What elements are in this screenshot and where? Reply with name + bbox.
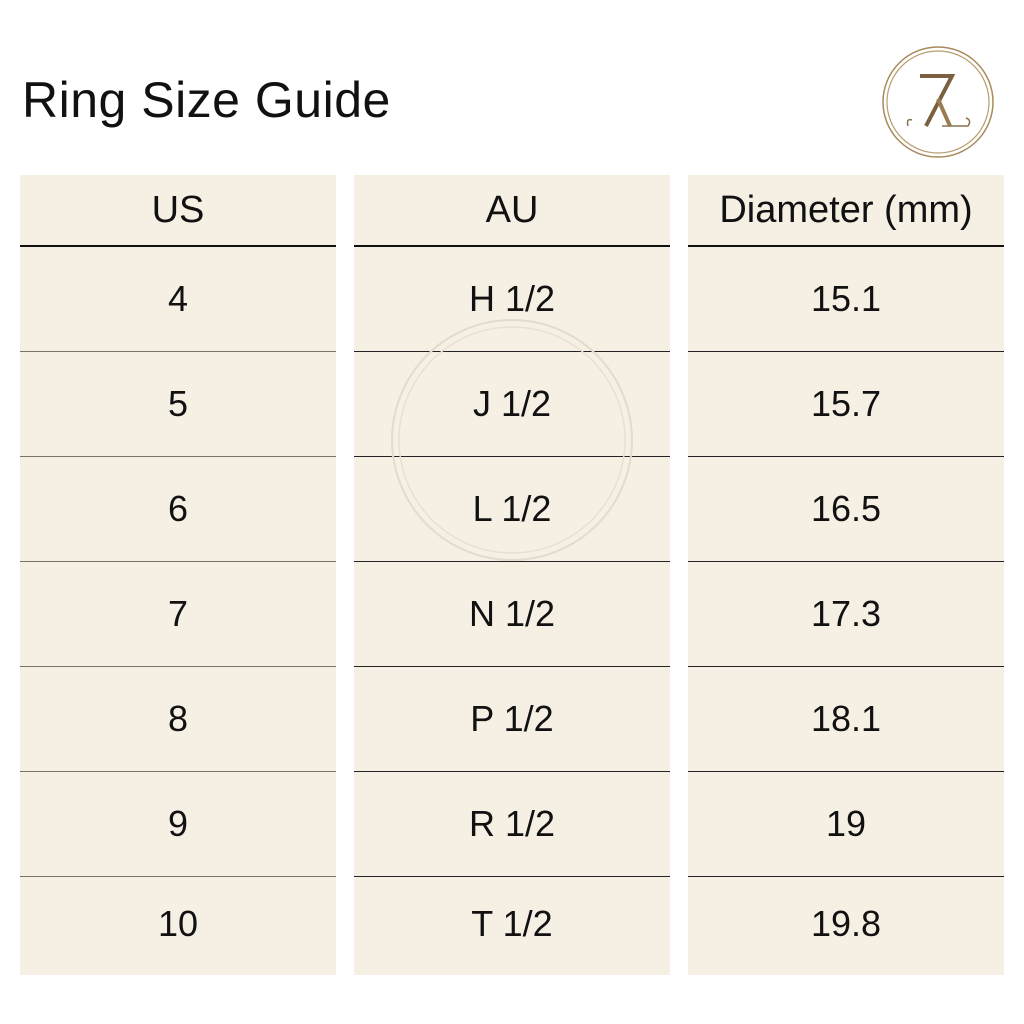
column-diameter: Diameter (mm) 15.1 15.7 16.5 17.3 18.1 19 19.8 xyxy=(688,175,1004,975)
column-header: US xyxy=(20,175,336,247)
table-cell: J 1/2 xyxy=(354,352,670,457)
table-cell: T 1/2 xyxy=(471,903,553,944)
table-cell: 15.7 xyxy=(688,352,1004,457)
table-cell: 16.5 xyxy=(688,457,1004,562)
table-cell: 6 xyxy=(20,457,336,562)
table-cell: 18.1 xyxy=(688,667,1004,772)
table-cell: 5 xyxy=(20,352,336,457)
table-cell: 9 xyxy=(20,772,336,877)
column-header: AU xyxy=(354,175,670,247)
table-cell: 8 xyxy=(20,667,336,772)
table-cell: R 1/2 xyxy=(354,772,670,877)
brand-logo xyxy=(882,46,994,158)
table-cell: 19.8 xyxy=(810,903,882,944)
table-cell: L 1/2 xyxy=(354,457,670,562)
table-cell: P 1/2 xyxy=(354,667,670,772)
column-au: AU H 1/2 J 1/2 L 1/2 N 1/2 P 1/2 R 1/2 T 1/2 xyxy=(354,175,670,975)
table-cell: 4 xyxy=(20,247,336,352)
column-us: US 4 5 6 7 8 9 10 xyxy=(20,175,336,975)
table-cell: 17.3 xyxy=(688,562,1004,667)
column-header: Diameter (mm) xyxy=(688,175,1004,247)
table-cell: 10 xyxy=(157,903,199,944)
table-cell: 19 xyxy=(688,772,1004,877)
table-cell: H 1/2 xyxy=(354,247,670,352)
page-title: Ring Size Guide xyxy=(22,72,391,128)
table-cell: 15.1 xyxy=(688,247,1004,352)
table-cell: 7 xyxy=(20,562,336,667)
table-cell: N 1/2 xyxy=(354,562,670,667)
